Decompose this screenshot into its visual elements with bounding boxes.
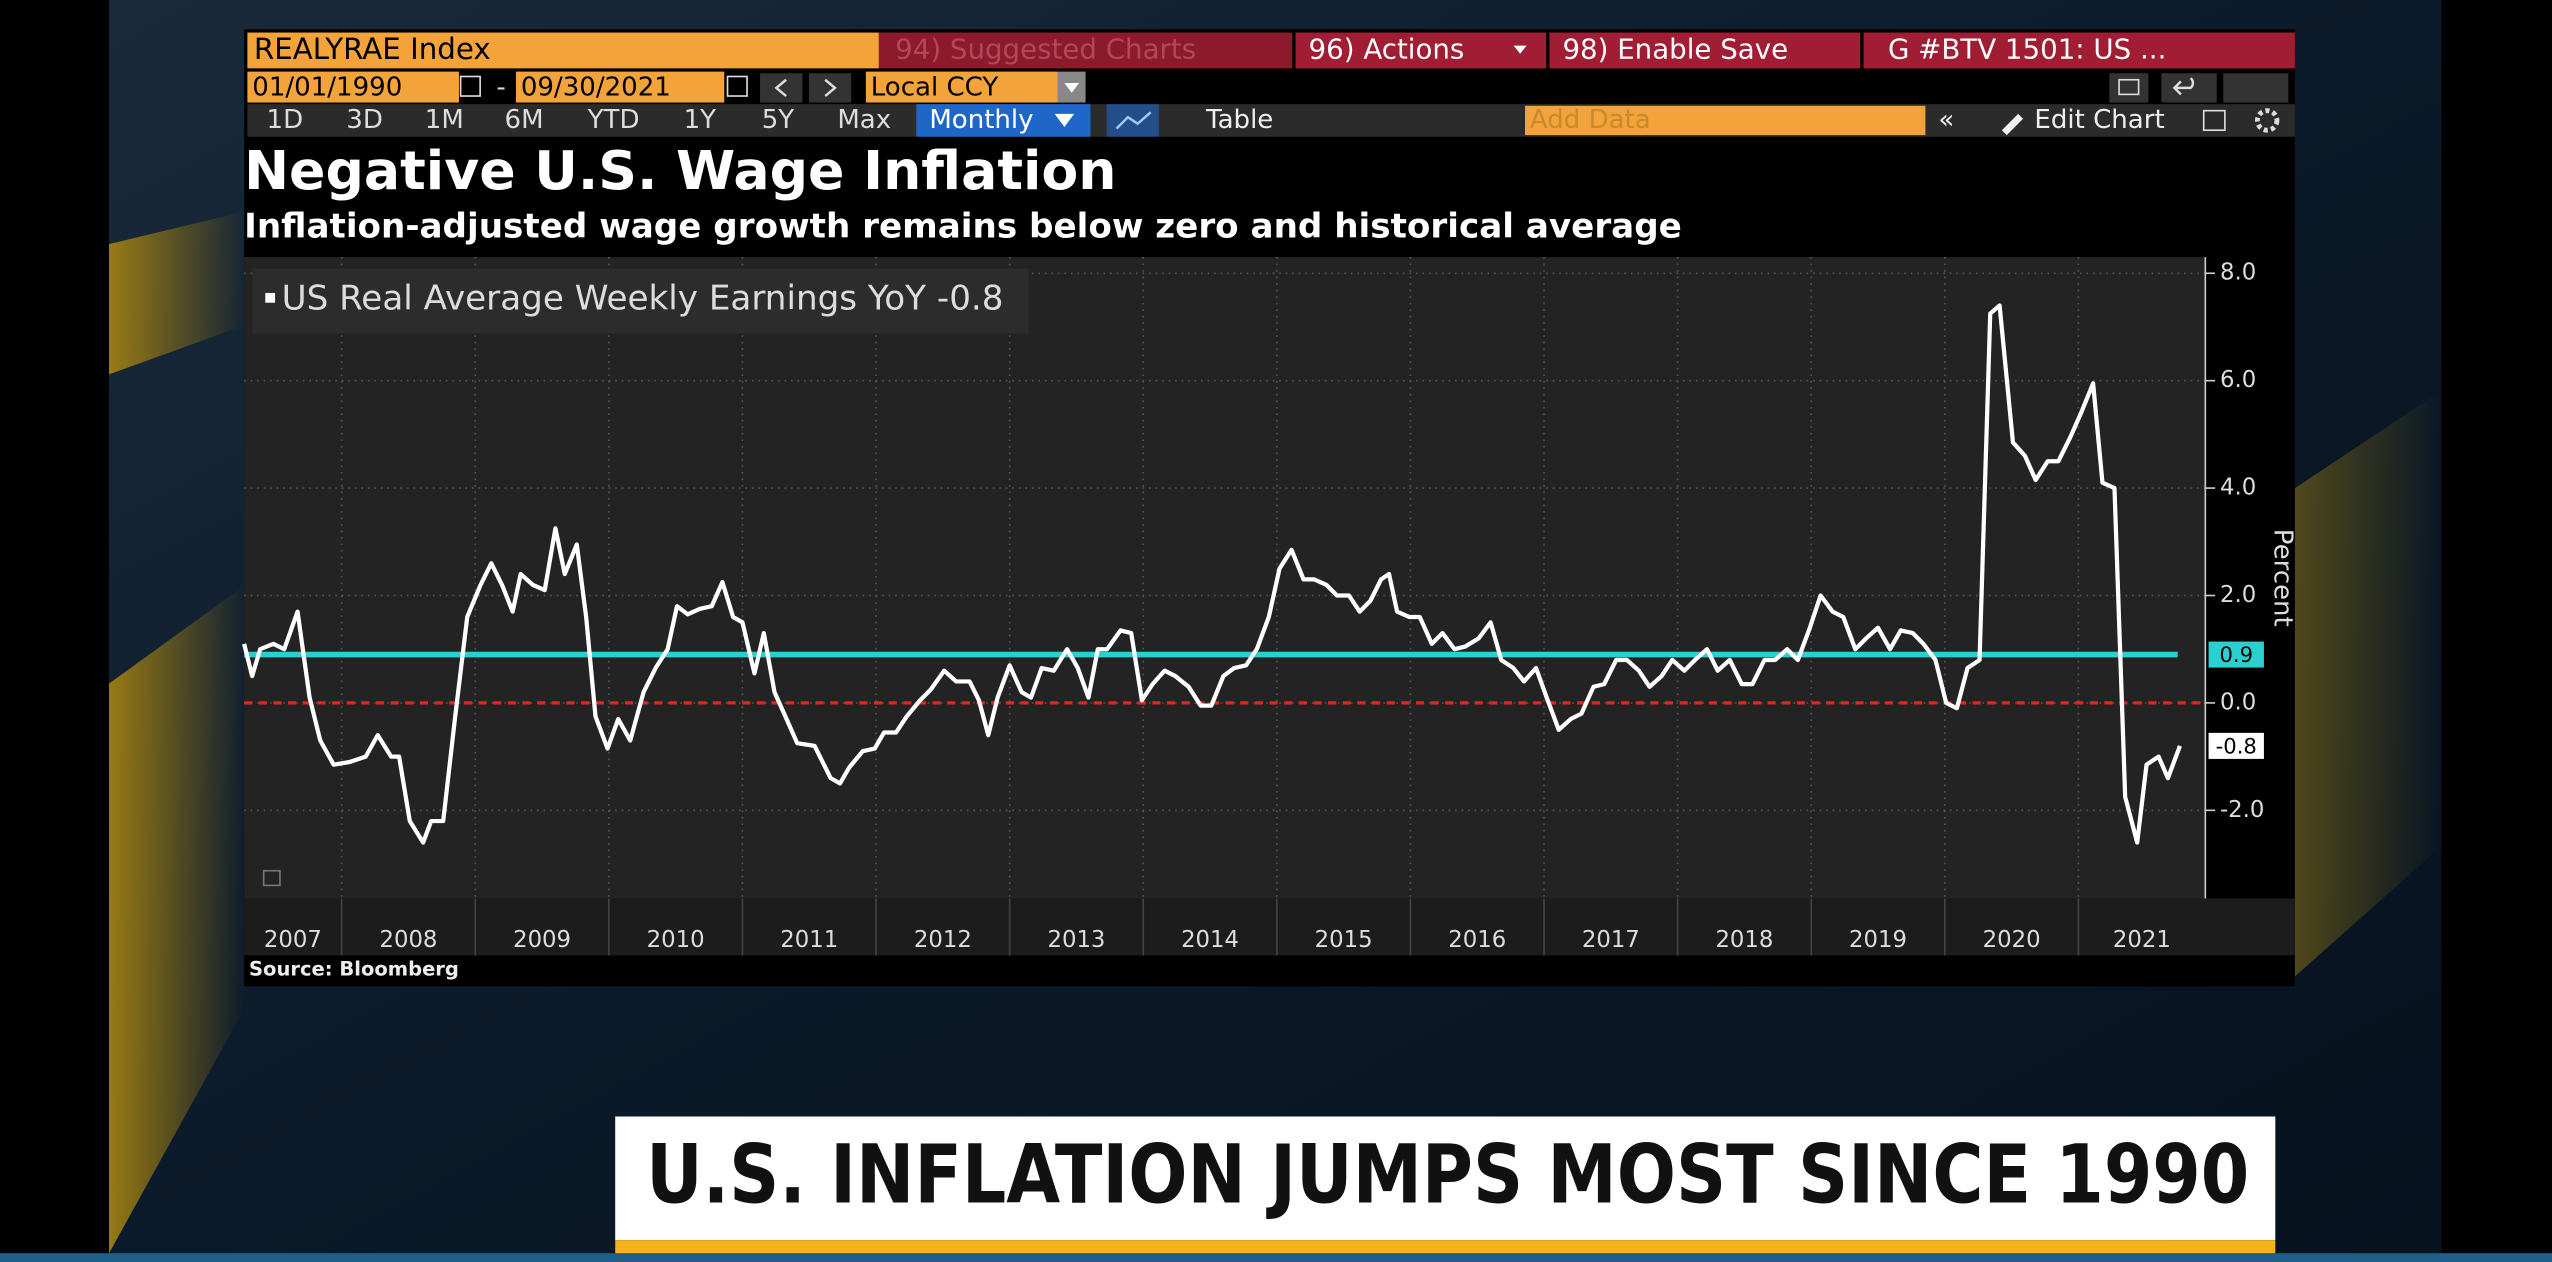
bottom-strip	[0, 1253, 2552, 1262]
x-tick-label: 2019	[1849, 927, 1907, 953]
undo-icon	[2172, 77, 2195, 96]
redo-button[interactable]	[2223, 73, 2289, 103]
series-line	[242, 303, 2182, 845]
dropdown-arrow	[1064, 83, 1080, 93]
date-sep: -	[496, 72, 505, 102]
suggested: 94) Suggested Charts	[895, 32, 1196, 65]
collapse-icon[interactable]: «	[1938, 105, 1954, 135]
y-tick-label: 4.0	[2220, 475, 2256, 501]
settings-icon[interactable]	[2254, 108, 2280, 133]
ticker: REALYRAE Index	[254, 32, 491, 66]
range-button[interactable]: 1Y	[684, 105, 717, 135]
streak	[109, 585, 245, 1254]
y-tick-label: 8.0	[2220, 260, 2256, 286]
edit-icon[interactable]	[2202, 109, 2226, 132]
pencil-icon	[2001, 113, 2024, 136]
streak	[2294, 390, 2442, 977]
next-button[interactable]	[808, 73, 852, 103]
add-data: Add Data	[1530, 105, 1651, 135]
last-value-tag	[2208, 732, 2264, 759]
actions: 96) Actions	[1309, 32, 1465, 65]
gtab-text: G #BTV 1501: US ...	[1888, 32, 2166, 65]
toolbar-icon[interactable]	[2109, 73, 2149, 103]
end-date-box[interactable]	[515, 71, 725, 103]
x-tick-label: 2017	[1582, 927, 1640, 953]
legend-label: US Real Average Weekly Earnings YoY -0.8	[282, 278, 1004, 318]
small-icon[interactable]	[262, 869, 281, 887]
chart-subtitle: Inflation-adjusted wage growth remains b…	[244, 206, 1682, 246]
calendar-icon[interactable]	[726, 75, 748, 97]
last-value-label: -0.8	[2216, 734, 2257, 759]
range-button[interactable]: 1D	[267, 105, 304, 135]
plot: 8.0 6.0 4.0 2.0 0.0 -2.0 2007 2008 2009 2010 2011 2…	[242, 257, 2264, 956]
range-button[interactable]: 3D	[346, 105, 383, 135]
chart-title: Negative U.S. Wage Inflation	[244, 139, 1116, 202]
currency-box[interactable]	[865, 71, 1058, 103]
x-axis-band	[244, 898, 2295, 956]
x-tick-label: 2012	[914, 927, 972, 953]
legend-value: -0.8	[937, 278, 1004, 318]
prev-icon	[774, 78, 787, 97]
start-date-box[interactable]	[247, 71, 459, 103]
range-buttons: 1D 3D 1M 6M YTD 1Y 5Y Max	[267, 105, 892, 135]
y-axis-label: Percent	[2267, 529, 2297, 627]
calendar-icon[interactable]	[459, 75, 481, 97]
banner-strip	[615, 1240, 2276, 1254]
banner	[615, 1116, 2276, 1241]
enable-save: 98) Enable Save	[1562, 32, 1788, 65]
plot-area	[244, 257, 2206, 899]
x-tick-label: 2013	[1047, 927, 1105, 953]
ticker-box[interactable]	[247, 32, 879, 69]
currency: Local CCY	[871, 72, 999, 102]
streak	[109, 211, 245, 375]
add-data-box[interactable]	[1525, 105, 1926, 136]
y-tick-label: 2.0	[2220, 582, 2256, 608]
legend	[252, 268, 1029, 334]
toolbar	[247, 104, 2295, 137]
start-date: 01/01/1990	[252, 72, 402, 102]
monitor-icon	[2118, 78, 2140, 96]
range-button[interactable]: YTD	[587, 105, 640, 135]
y-tick-label: 6.0	[2220, 367, 2256, 393]
frequency: Monthly	[929, 105, 1033, 135]
x-tick-label: 2016	[1448, 927, 1506, 953]
gtab[interactable]	[1863, 32, 2295, 69]
average-tag	[2208, 641, 2264, 668]
y-tick-label: 0.0	[2220, 689, 2256, 715]
x-tick-label: 2007	[264, 927, 322, 953]
x-tick-label: 2008	[379, 927, 437, 953]
suggested-button[interactable]	[878, 32, 1293, 69]
table-button[interactable]: Table	[1205, 105, 1273, 135]
edit-chart[interactable]: Edit Chart	[2034, 105, 2164, 135]
x-tick-label: 2010	[647, 927, 705, 953]
end-date: 09/30/2021	[521, 72, 671, 102]
average-tag-label: 0.9	[2219, 642, 2253, 667]
x-tick-label: 2018	[1715, 927, 1773, 953]
x-tick-label: 2021	[2113, 927, 2171, 953]
save-button[interactable]	[1549, 32, 1861, 69]
dropdown-arrow	[1513, 45, 1527, 54]
y-tick-label: -2.0	[2220, 797, 2264, 823]
range-button[interactable]: 5Y	[762, 105, 795, 135]
next-icon	[824, 78, 837, 97]
prev-button[interactable]	[760, 73, 803, 103]
range-button[interactable]: 1M	[425, 105, 464, 135]
chart-icon	[1115, 111, 1152, 130]
range-button[interactable]: Max	[837, 105, 891, 135]
legend-series: US Real Average Weekly Earnings YoY	[282, 278, 927, 318]
x-tick-label: 2020	[1983, 927, 2041, 953]
legend-swatch	[265, 292, 276, 303]
x-tick-label: 2015	[1315, 927, 1373, 953]
actions-button[interactable]	[1295, 32, 1547, 69]
source: Source: Bloomberg	[249, 958, 459, 981]
x-tick-label: 2009	[513, 927, 571, 953]
x-tick-label: 2014	[1181, 927, 1239, 953]
range-button[interactable]: 6M	[505, 105, 544, 135]
banner-text: U.S. INFLATION JUMPS MOST SINCE 1990	[646, 1127, 2249, 1222]
dropdown-arrow	[1054, 113, 1075, 127]
x-tick-label: 2011	[780, 927, 838, 953]
